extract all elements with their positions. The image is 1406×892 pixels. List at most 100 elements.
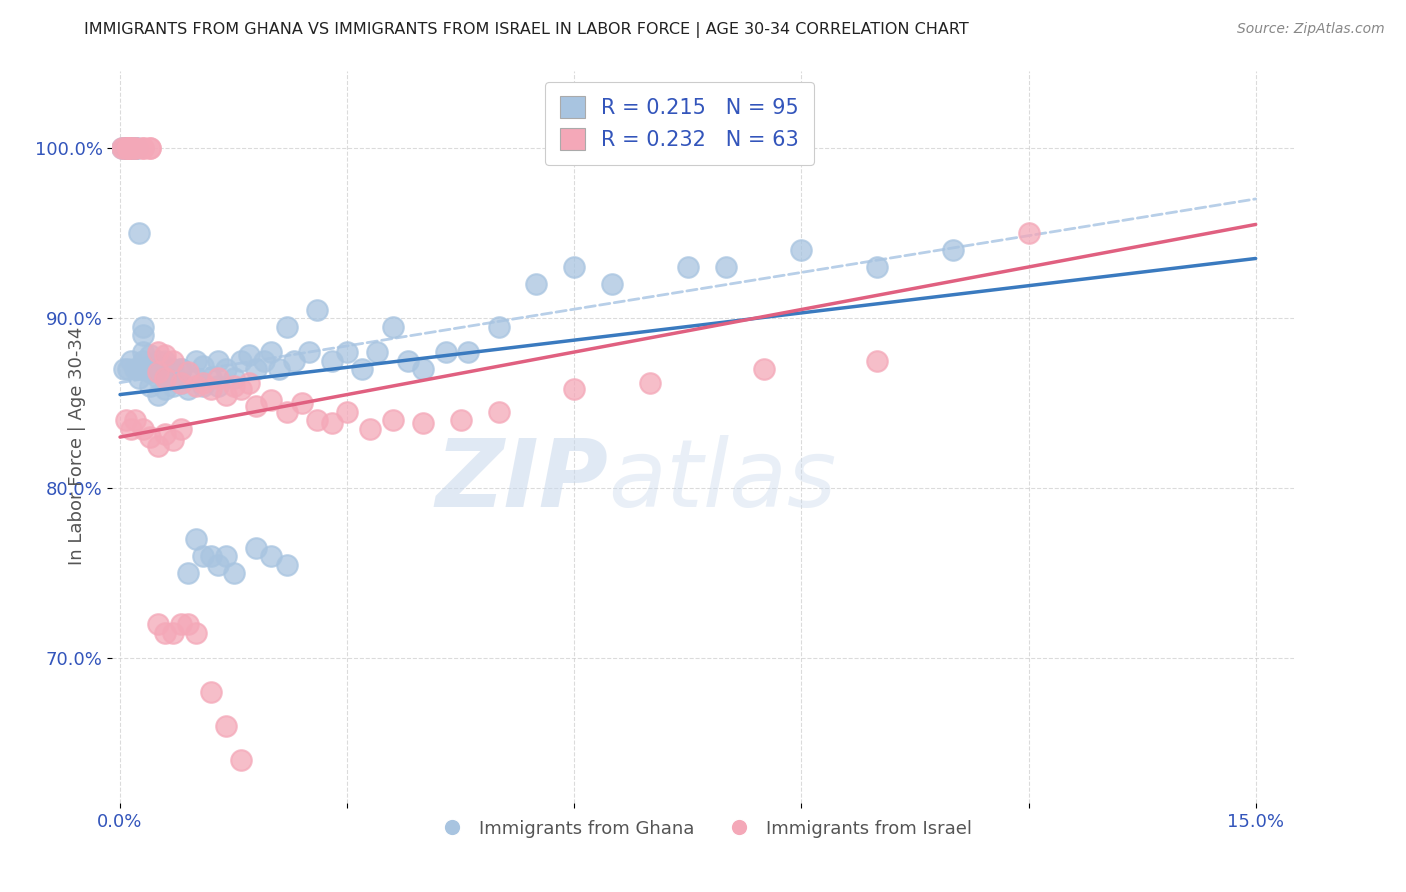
Point <box>132 141 155 155</box>
Point <box>215 362 238 376</box>
Point <box>146 366 169 380</box>
Point <box>155 359 177 373</box>
Point <box>193 549 215 563</box>
Point <box>184 625 207 640</box>
Point <box>231 753 253 767</box>
Point <box>155 353 177 368</box>
Point <box>155 426 177 441</box>
Point <box>169 362 191 376</box>
Point <box>488 404 510 418</box>
Point <box>177 566 200 581</box>
Text: Source: ZipAtlas.com: Source: ZipAtlas.com <box>1237 22 1385 37</box>
Point <box>866 260 889 274</box>
Point <box>118 141 141 155</box>
Point <box>352 362 374 376</box>
Point <box>120 141 142 155</box>
Point <box>298 345 321 359</box>
Point <box>942 243 965 257</box>
Point <box>139 141 162 155</box>
Point <box>146 345 169 359</box>
Point <box>222 566 245 581</box>
Point <box>207 379 229 393</box>
Point <box>457 345 479 359</box>
Point <box>132 141 155 155</box>
Point <box>111 141 134 155</box>
Point <box>117 141 139 155</box>
Point <box>169 421 191 435</box>
Text: In Labor Force | Age 30-34: In Labor Force | Age 30-34 <box>69 326 86 566</box>
Point <box>146 387 169 401</box>
Point <box>132 362 155 376</box>
Point <box>132 319 155 334</box>
Point <box>132 328 155 343</box>
Point <box>1018 226 1040 240</box>
Text: atlas: atlas <box>609 435 837 526</box>
Point <box>184 379 207 393</box>
Point <box>118 141 141 155</box>
Point <box>562 383 585 397</box>
Point <box>146 370 169 384</box>
Point <box>117 141 139 155</box>
Text: ZIP: ZIP <box>436 435 609 527</box>
Point <box>124 141 146 155</box>
Point <box>124 362 146 376</box>
Point <box>276 319 298 334</box>
Point <box>434 345 457 359</box>
Point <box>381 319 404 334</box>
Point <box>359 421 381 435</box>
Point <box>526 277 548 291</box>
Point <box>866 353 889 368</box>
Point <box>162 353 184 368</box>
Point <box>146 362 169 376</box>
Point <box>562 260 585 274</box>
Point <box>488 319 510 334</box>
Point <box>222 379 245 393</box>
Point <box>132 353 155 368</box>
Point <box>381 413 404 427</box>
Point <box>305 413 328 427</box>
Point <box>260 392 283 407</box>
Point <box>396 353 419 368</box>
Point <box>193 379 215 393</box>
Point <box>305 302 328 317</box>
Point <box>162 434 184 448</box>
Point <box>139 359 162 373</box>
Point <box>132 345 155 359</box>
Point <box>276 558 298 572</box>
Point <box>714 260 737 274</box>
Point <box>169 362 191 376</box>
Point <box>676 260 699 274</box>
Point <box>638 376 661 390</box>
Point <box>155 370 177 384</box>
Point <box>115 413 138 427</box>
Point <box>200 549 222 563</box>
Point <box>118 141 141 155</box>
Point <box>139 379 162 393</box>
Point <box>231 383 253 397</box>
Point <box>184 370 207 384</box>
Point <box>600 277 623 291</box>
Point <box>245 362 267 376</box>
Text: IMMIGRANTS FROM GHANA VS IMMIGRANTS FROM ISRAEL IN LABOR FORCE | AGE 30-34 CORRE: IMMIGRANTS FROM GHANA VS IMMIGRANTS FROM… <box>84 22 969 38</box>
Point <box>162 625 184 640</box>
Point <box>177 617 200 632</box>
Point <box>215 549 238 563</box>
Point <box>125 141 148 155</box>
Point <box>155 625 177 640</box>
Point <box>238 348 260 362</box>
Point <box>790 243 813 257</box>
Point <box>139 141 162 155</box>
Point <box>260 345 283 359</box>
Point <box>117 141 139 155</box>
Point <box>169 617 191 632</box>
Point <box>146 439 169 453</box>
Point <box>120 141 142 155</box>
Point <box>321 353 343 368</box>
Point <box>321 417 343 431</box>
Point <box>215 387 238 401</box>
Point <box>450 413 472 427</box>
Point <box>412 362 434 376</box>
Point <box>162 366 184 380</box>
Point <box>162 379 184 393</box>
Point <box>117 362 139 376</box>
